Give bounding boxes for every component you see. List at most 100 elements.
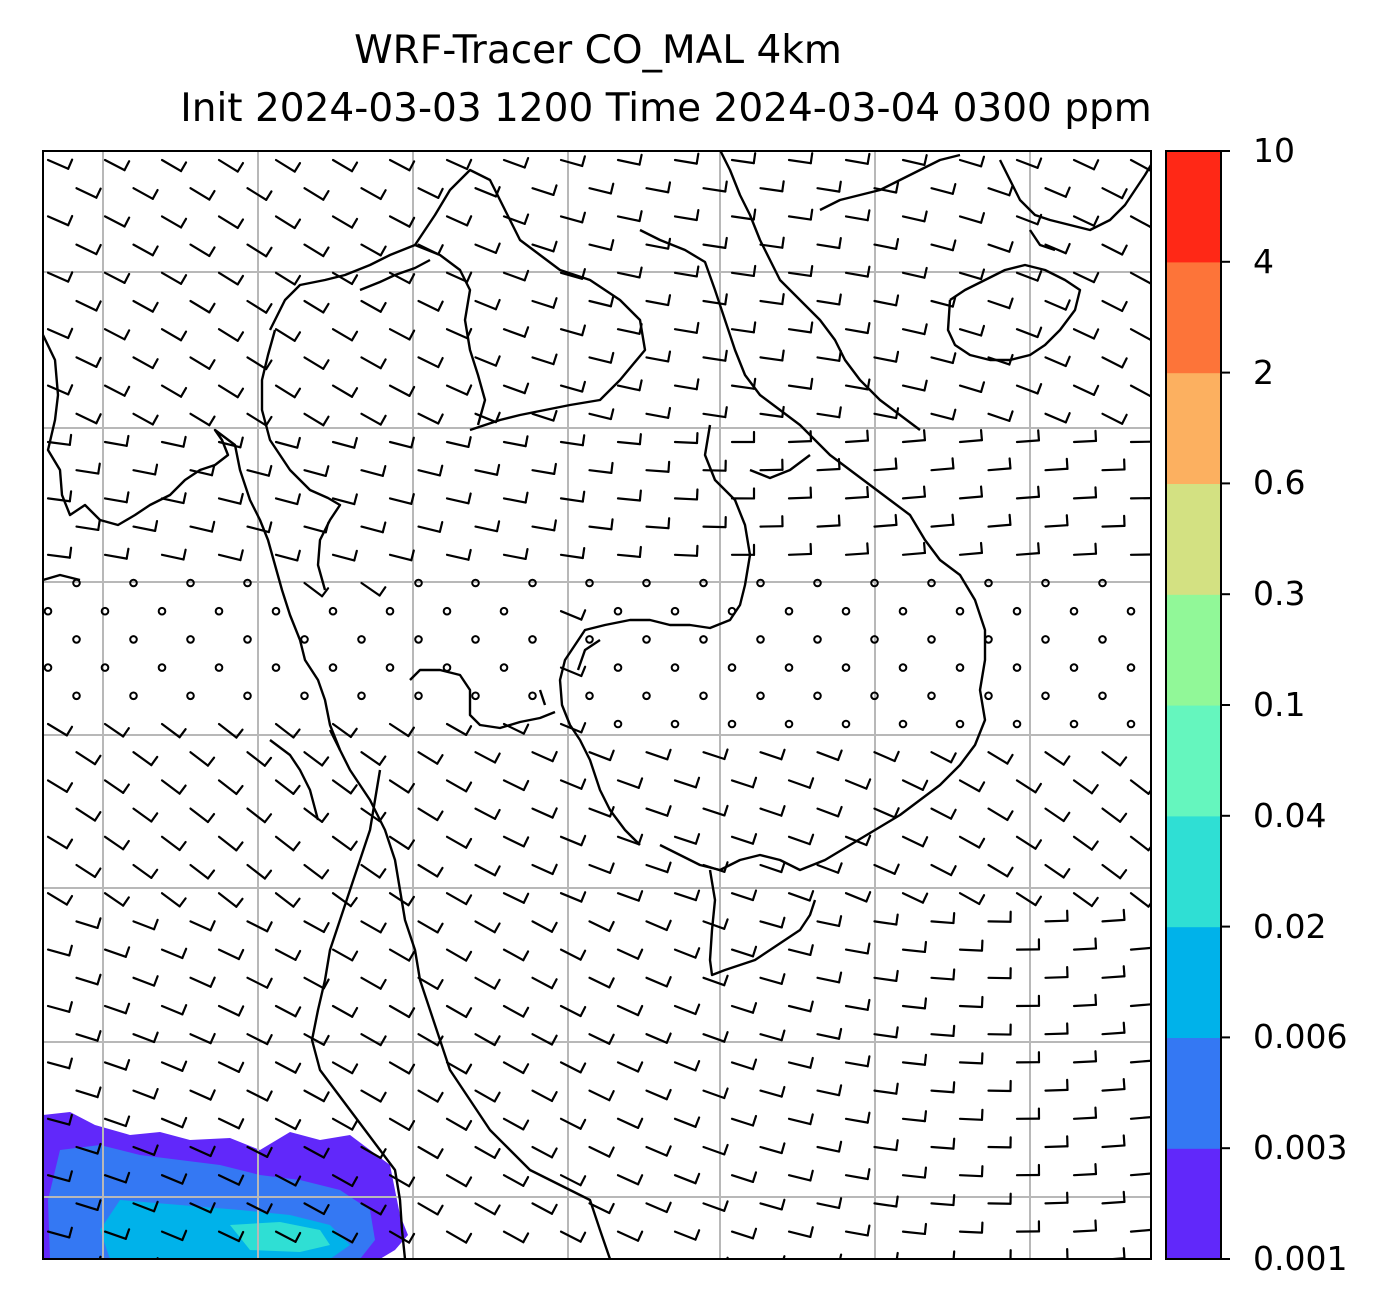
wind-barb (388, 553, 413, 562)
wind-barb-flag (1006, 810, 1014, 822)
wind-barb-flag (292, 784, 301, 795)
wind-barb-flag (263, 813, 273, 824)
wind-barb-flag (608, 1146, 615, 1158)
wind-barb (1072, 1172, 1098, 1177)
wind-barb (730, 948, 755, 958)
wind-barb-flag (780, 1142, 786, 1155)
calm-marker (72, 635, 81, 644)
wind-barb-flag (381, 521, 387, 534)
wind-barb-flag (724, 293, 728, 306)
calm-marker (414, 578, 423, 588)
wind-barb (901, 495, 927, 500)
wind-barb (246, 863, 266, 880)
wind-barb-flag (724, 236, 728, 249)
wind-barb (274, 1117, 297, 1131)
wind-barb-flag (495, 1262, 500, 1271)
wind-barb (559, 497, 584, 503)
calm-marker (72, 578, 81, 588)
wind-barb-flag (782, 1255, 786, 1259)
wind-barb-flag (151, 245, 159, 257)
wind-barb-flag (324, 521, 330, 534)
wind-barb (502, 553, 527, 561)
wind-barb-flag (208, 415, 216, 427)
wind-barb (160, 722, 181, 739)
wind-barb-flag (1122, 1134, 1126, 1147)
wind-barb-flag (952, 1250, 956, 1259)
wind-barb-flag (523, 156, 530, 169)
wind-barb-flag (894, 294, 900, 307)
calm-marker (585, 691, 594, 701)
wind-barb (417, 469, 441, 477)
wind-barb-flag (379, 1204, 387, 1216)
wind-barb-flag (893, 750, 900, 763)
wind-barb (75, 807, 97, 822)
wind-barb-flag (1008, 457, 1012, 470)
calm-marker (727, 719, 737, 729)
wind-barb (274, 215, 296, 230)
wind-barb-flag (379, 245, 387, 257)
wind-barb-flag (322, 415, 330, 427)
wind-barb-flag (1062, 755, 1071, 766)
wind-barb-flag (378, 755, 387, 766)
wind-barb (502, 384, 526, 395)
calm-marker (585, 578, 594, 588)
wind-barb (645, 920, 668, 932)
wind-barb-flag (379, 414, 387, 426)
wind-barb-flag (638, 210, 643, 223)
wind-barb (816, 751, 840, 762)
wind-barb-flag (1094, 542, 1098, 555)
wind-barb-flag (464, 950, 473, 962)
wind-barb (673, 1004, 697, 1016)
wind-barb (160, 779, 181, 795)
wind-barb (331, 1174, 354, 1188)
calm-marker (129, 578, 138, 588)
wind-barb (1072, 271, 1096, 284)
wind-barb (189, 525, 214, 533)
wind-barb-flag (208, 302, 216, 314)
wind-barb-flag (923, 323, 928, 336)
wind-barb (75, 1258, 78, 1259)
wind-barb-flag (1008, 410, 1014, 422)
wind-barb (75, 356, 98, 368)
wind-barb (274, 722, 295, 739)
wind-barb (246, 469, 270, 477)
wind-barb (103, 440, 128, 447)
wind-barb (246, 1033, 269, 1046)
wind-barb (1015, 552, 1041, 556)
wind-barb-flag (381, 1262, 386, 1271)
wind-barb (873, 1202, 898, 1208)
wind-barb-flag (866, 322, 871, 335)
wind-barb-flag (866, 1055, 871, 1068)
wind-barb-flag (550, 921, 558, 933)
wind-barb-flag (407, 1176, 416, 1188)
wind-barb-flag (349, 727, 358, 739)
wind-barb-flag (351, 1063, 359, 1075)
wind-barb-flag (378, 868, 387, 879)
wind-barb-flag (123, 160, 131, 172)
wind-barb (673, 1230, 697, 1241)
wind-barb-flag (866, 1224, 871, 1237)
map-frame (42, 150, 1152, 1260)
wind-barb (1072, 779, 1093, 795)
wind-barb (673, 271, 698, 278)
wind-barb-flag (608, 1033, 615, 1045)
wind-barb (217, 497, 242, 505)
wind-barb (1044, 975, 1069, 979)
wind-barb (1044, 467, 1069, 472)
wind-barb (217, 779, 238, 796)
wind-barb-flag (836, 805, 843, 818)
calm-marker (186, 635, 195, 644)
wind-barb-flag (124, 1228, 131, 1240)
calm-marker (1098, 635, 1107, 644)
wind-barb-flag (353, 436, 358, 449)
wind-barb (588, 807, 612, 818)
wind-barb-flag (581, 380, 586, 393)
wind-barb (189, 807, 210, 824)
wind-barb (360, 807, 381, 823)
wind-barb (645, 525, 670, 530)
wind-barb (1101, 863, 1122, 880)
wind-barb (759, 412, 784, 418)
wind-barb-flag (437, 300, 444, 312)
wind-barb-flag (752, 208, 757, 221)
wind-barb-flag (179, 161, 188, 173)
